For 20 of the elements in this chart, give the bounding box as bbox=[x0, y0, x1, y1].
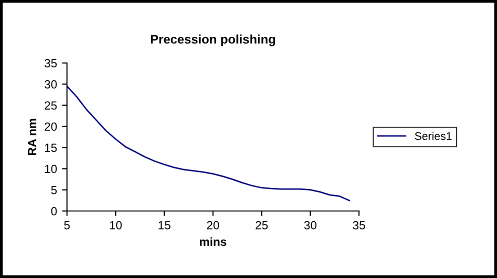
y-axis-title: RA nm bbox=[28, 118, 36, 156]
legend-label: Series1 bbox=[414, 132, 452, 140]
y-tick-label: 15 bbox=[45, 144, 57, 152]
y-tick-label: 30 bbox=[44, 80, 57, 89]
x-tick-label: 25 bbox=[256, 221, 268, 230]
y-tick-label: 10 bbox=[45, 164, 57, 174]
x-tick-label: 20 bbox=[207, 221, 220, 230]
x-axis-title: mins bbox=[200, 237, 226, 246]
x-tick-label: 10 bbox=[110, 221, 122, 230]
x-tick-label: 35 bbox=[352, 221, 366, 230]
y-tick-label: 5 bbox=[51, 186, 57, 194]
chart-title: Precession polishing bbox=[150, 34, 276, 46]
y-tick-label: 35 bbox=[44, 59, 57, 68]
y-tick-label: 25 bbox=[44, 101, 57, 110]
x-tick-label: 15 bbox=[158, 221, 170, 230]
y-tick-label: 0 bbox=[51, 207, 57, 216]
x-tick-label: 30 bbox=[304, 221, 316, 230]
y-tick-label: 20 bbox=[44, 122, 57, 131]
line-series bbox=[67, 86, 350, 202]
x-tick-label: 5 bbox=[64, 221, 70, 230]
